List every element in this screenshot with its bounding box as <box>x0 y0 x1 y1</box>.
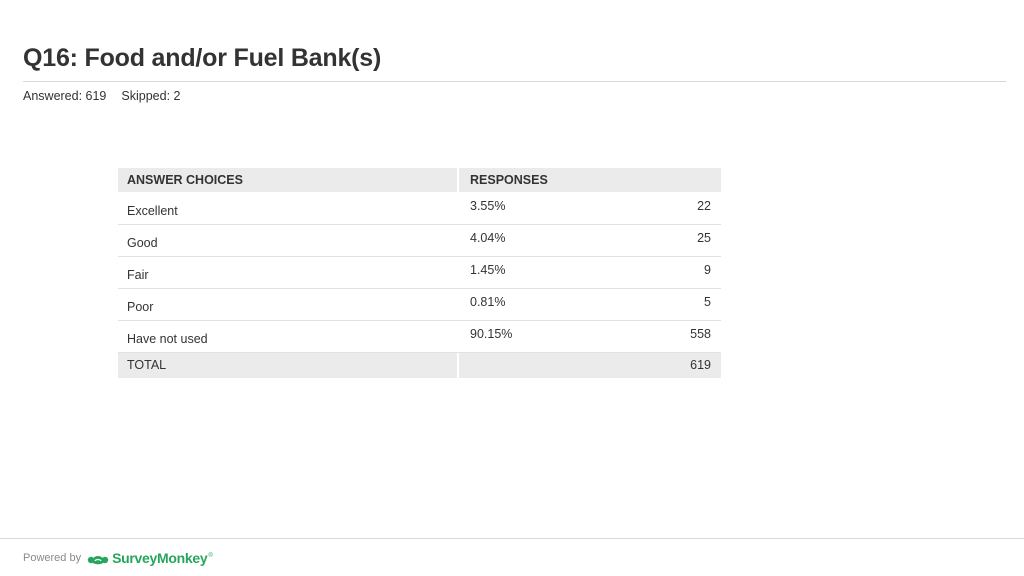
response-count: 22 <box>697 199 711 213</box>
answer-choice: Excellent <box>127 204 178 218</box>
response-cell: 1.45% 9 <box>457 257 721 288</box>
response-cell: 0.81% 5 <box>457 289 721 320</box>
response-percent: 4.04% <box>470 231 506 245</box>
response-cell: 90.15% 558 <box>457 321 721 352</box>
response-cell: 4.04% 25 <box>457 225 721 256</box>
answer-choice: Fair <box>127 268 149 282</box>
answer-choice: Good <box>127 236 158 250</box>
table-total-row: TOTAL 619 <box>118 353 721 378</box>
response-count: 9 <box>704 263 711 277</box>
response-percent: 90.15% <box>470 327 513 341</box>
response-stats: Answered: 619 Skipped: 2 <box>23 89 180 103</box>
table-row: Poor 0.81% 5 <box>118 289 721 321</box>
title-divider <box>23 81 1006 82</box>
response-count: 558 <box>690 327 711 341</box>
response-cell: 3.55% 22 <box>457 193 721 224</box>
table-row: Have not used 90.15% 558 <box>118 321 721 353</box>
column-header-responses: RESPONSES <box>457 168 721 192</box>
total-label: TOTAL <box>127 358 167 372</box>
column-header-answer-choices: ANSWER CHOICES <box>127 173 243 187</box>
footer-divider <box>0 538 1024 539</box>
response-count: 5 <box>704 295 711 309</box>
response-percent: 1.45% <box>470 263 506 277</box>
answer-choice: Poor <box>127 300 154 314</box>
question-title: Q16: Food and/or Fuel Bank(s) <box>23 44 382 72</box>
table-row: Fair 1.45% 9 <box>118 257 721 289</box>
brand-name: SurveyMonkey <box>112 550 208 566</box>
response-count: 25 <box>697 231 711 245</box>
answered-count: Answered: 619 <box>23 89 107 103</box>
table-row: Excellent 3.55% 22 <box>118 193 721 225</box>
total-cell: 619 <box>457 353 721 378</box>
footer: Powered by SurveyMonkey ® <box>23 547 213 569</box>
results-table: ANSWER CHOICES RESPONSES Excellent 3.55%… <box>118 168 721 378</box>
brand-trademark: ® <box>208 553 213 559</box>
response-percent: 0.81% <box>470 295 506 309</box>
response-percent: 3.55% <box>470 199 506 213</box>
table-header-row: ANSWER CHOICES RESPONSES <box>118 168 721 193</box>
surveymonkey-logo-icon <box>87 556 109 565</box>
table-row: Good 4.04% 25 <box>118 225 721 257</box>
powered-by-label: Powered by <box>23 552 82 564</box>
answer-choice: Have not used <box>127 332 208 346</box>
skipped-count: Skipped: 2 <box>121 89 181 103</box>
total-value: 619 <box>690 358 711 372</box>
